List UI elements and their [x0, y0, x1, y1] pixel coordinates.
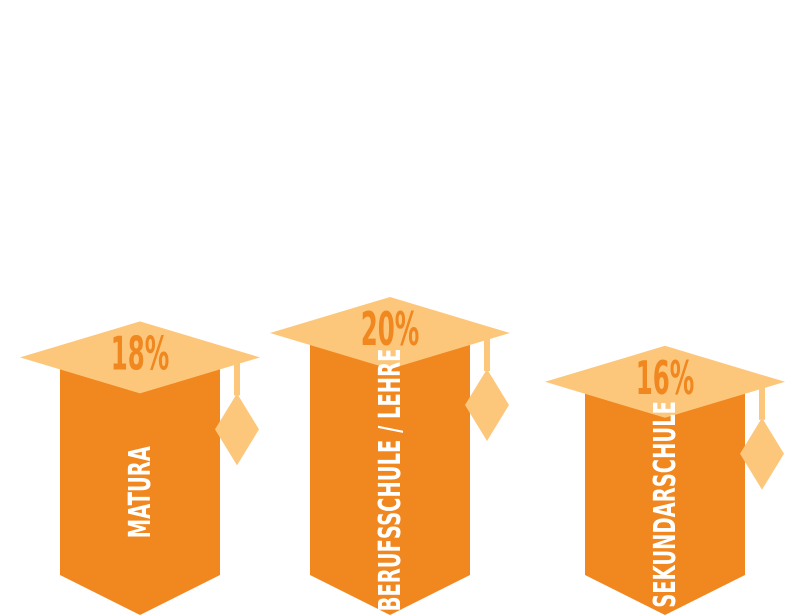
data-label: 18%: [111, 327, 170, 381]
cap-diamond: [270, 297, 510, 369]
bar-group-2: 20%BERUFSSCHULE / LEHRE: [270, 297, 510, 615]
bar: [60, 357, 220, 615]
tassel-icon: [215, 393, 259, 466]
bar: [585, 381, 745, 615]
tassel-icon: [740, 417, 784, 490]
tassel-cord: [234, 357, 240, 396]
tassel-icon: [465, 369, 509, 441]
tassel-cord: [759, 381, 765, 420]
tassel-cord: [484, 333, 490, 371]
bar-group-3: 16%SEKUNDARSCHULE: [545, 345, 785, 615]
data-label: 16%: [636, 351, 695, 405]
category-label: MATURA: [123, 446, 157, 539]
cap-diamond: [20, 321, 260, 394]
bar: [310, 333, 470, 615]
data-label: 20%: [361, 303, 420, 357]
cap-diamond: [545, 345, 785, 418]
category-label: SEKUNDARSCHULE: [648, 401, 682, 608]
bar-group-1: 18% MATURA: [20, 321, 260, 615]
category-label: BERUFSSCHULE / LEHRE: [373, 349, 407, 612]
